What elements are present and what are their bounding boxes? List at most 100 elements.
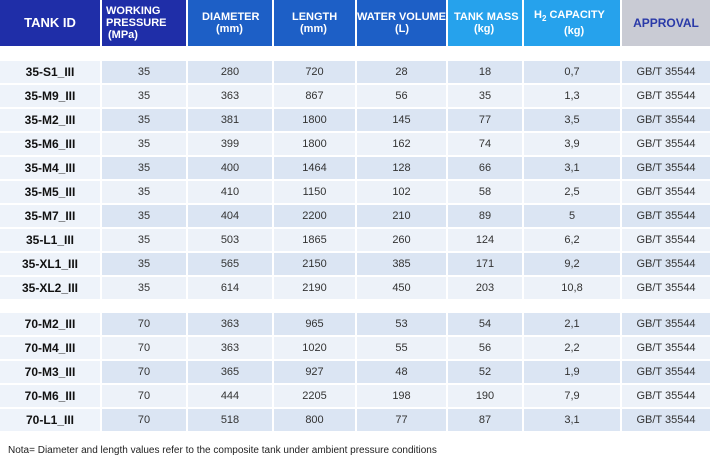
cell-diameter: 410 [188,181,272,205]
cell-diameter: 565 [188,253,272,277]
table-group-70mpa: 70-M2_III 70 363 965 53 54 2,1 GB/T 35544 70-M4_… [0,313,710,433]
cell-tank-id: 35-M9_III [0,85,100,109]
cell-h2-capacity: 2,2 [524,337,620,361]
cell-diameter: 280 [188,61,272,85]
cell-water-volume: 385 [357,253,446,277]
cell-length: 867 [274,85,355,109]
cell-water-volume: 102 [357,181,446,205]
header-gap-row [0,46,710,61]
cell-working-pressure: 70 [102,337,186,361]
cell-water-volume: 28 [357,61,446,85]
cell-tank-id: 35-M5_III [0,181,100,205]
cell-h2-capacity: 5 [524,205,620,229]
table-group-35mpa: 35-S1_III 35 280 720 28 18 0,7 GB/T 35544 35-M9_… [0,61,710,301]
cell-working-pressure: 35 [102,229,186,253]
cell-approval: GB/T 35544 [622,157,710,181]
cell-tank-id: 35-M6_III [0,133,100,157]
footnote: Nota= Diameter and length values refer t… [8,445,437,456]
cell-tank-id: 70-M4_III [0,337,100,361]
cell-h2-capacity: 1,9 [524,361,620,385]
table-row: 35-M9_III 35 363 867 56 35 1,3 GB/T 35544 [0,85,710,109]
cell-water-volume: 450 [357,277,446,301]
cell-tank-mass: 89 [448,205,522,229]
cell-approval: GB/T 35544 [622,253,710,277]
cell-working-pressure: 35 [102,253,186,277]
cell-water-volume: 260 [357,229,446,253]
cell-length: 1464 [274,157,355,181]
cell-h2-capacity: 7,9 [524,385,620,409]
cell-tank-id: 35-M7_III [0,205,100,229]
cell-length: 800 [274,409,355,433]
cell-water-volume: 56 [357,85,446,109]
cell-tank-id: 35-XL1_III [0,253,100,277]
header-length: LENGTH (mm) [274,0,355,46]
cell-tank-id: 35-M4_III [0,157,100,181]
cell-diameter: 444 [188,385,272,409]
table-row: 35-XL2_III 35 614 2190 450 203 10,8 GB/T 35544 [0,277,710,301]
header-tank-id: TANK ID [0,0,100,46]
header-h2-capacity: H2 CAPACITY (kg) [524,0,620,46]
cell-tank-mass: 74 [448,133,522,157]
table-row: 70-M2_III 70 363 965 53 54 2,1 GB/T 35544 [0,313,710,337]
cell-tank-id: 70-L1_III [0,409,100,433]
table-row: 35-M6_III 35 399 1800 162 74 3,9 GB/T 35544 [0,133,710,157]
cell-tank-id: 35-M2_III [0,109,100,133]
cell-water-volume: 77 [357,409,446,433]
cell-length: 2200 [274,205,355,229]
tank-spec-table: TANK ID WORKING PRESSURE (MPa) DIAMETER … [0,0,710,433]
cell-water-volume: 55 [357,337,446,361]
cell-approval: GB/T 35544 [622,205,710,229]
header-water-volume: WATER VOLUME (L) [357,0,446,46]
cell-tank-mass: 171 [448,253,522,277]
table-row: 70-L1_III 70 518 800 77 87 3,1 GB/T 35544 [0,409,710,433]
cell-working-pressure: 35 [102,109,186,133]
cell-working-pressure: 35 [102,205,186,229]
cell-length: 2150 [274,253,355,277]
cell-length: 1800 [274,109,355,133]
cell-working-pressure: 35 [102,133,186,157]
table-row: 35-M2_III 35 381 1800 145 77 3,5 GB/T 35544 [0,109,710,133]
cell-diameter: 363 [188,313,272,337]
cell-h2-capacity: 3,5 [524,109,620,133]
cell-diameter: 363 [188,337,272,361]
cell-diameter: 381 [188,109,272,133]
cell-tank-mass: 87 [448,409,522,433]
cell-h2-capacity: 3,1 [524,157,620,181]
cell-approval: GB/T 35544 [622,61,710,85]
table-row: 35-M4_III 35 400 1464 128 66 3,1 GB/T 35544 [0,157,710,181]
cell-h2-capacity: 10,8 [524,277,620,301]
cell-diameter: 399 [188,133,272,157]
cell-water-volume: 198 [357,385,446,409]
header-tank-mass: TANK MASS (kg) [448,0,522,46]
cell-tank-mass: 54 [448,313,522,337]
cell-diameter: 363 [188,85,272,109]
cell-water-volume: 210 [357,205,446,229]
cell-working-pressure: 35 [102,277,186,301]
cell-diameter: 503 [188,229,272,253]
header-approval: APPROVAL [622,0,710,46]
cell-tank-mass: 58 [448,181,522,205]
cell-diameter: 365 [188,361,272,385]
cell-tank-mass: 190 [448,385,522,409]
cell-h2-capacity: 1,3 [524,85,620,109]
cell-tank-id: 35-L1_III [0,229,100,253]
cell-working-pressure: 70 [102,409,186,433]
cell-h2-capacity: 3,9 [524,133,620,157]
cell-length: 2205 [274,385,355,409]
cell-tank-id: 70-M6_III [0,385,100,409]
cell-length: 1020 [274,337,355,361]
table-header-row: TANK ID WORKING PRESSURE (MPa) DIAMETER … [0,0,710,46]
cell-approval: GB/T 35544 [622,133,710,157]
cell-water-volume: 48 [357,361,446,385]
cell-length: 1865 [274,229,355,253]
group-separator [0,301,710,313]
cell-approval: GB/T 35544 [622,313,710,337]
cell-working-pressure: 70 [102,385,186,409]
cell-h2-capacity: 3,1 [524,409,620,433]
cell-water-volume: 162 [357,133,446,157]
cell-length: 927 [274,361,355,385]
table-row: 35-XL1_III 35 565 2150 385 171 9,2 GB/T 35544 [0,253,710,277]
table-row: 70-M3_III 70 365 927 48 52 1,9 GB/T 35544 [0,361,710,385]
cell-diameter: 614 [188,277,272,301]
cell-tank-id: 70-M3_III [0,361,100,385]
